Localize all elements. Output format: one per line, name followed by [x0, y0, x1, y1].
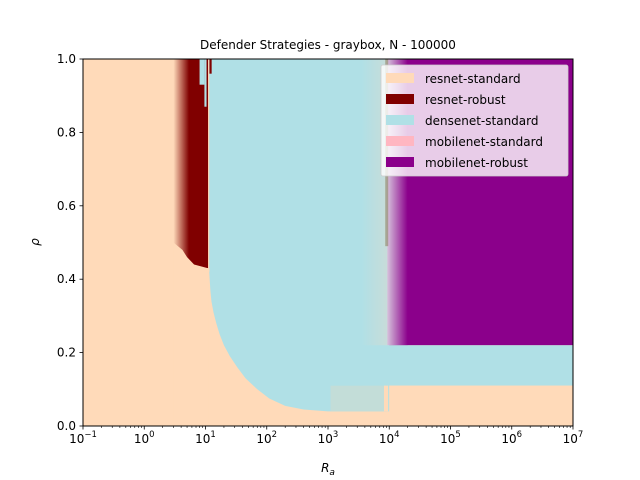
region-notch-4 [206, 268, 210, 272]
x-tick-label: 101 [195, 430, 216, 446]
legend-swatch [386, 136, 414, 146]
x-tick-label: 106 [501, 430, 522, 446]
region-notch-1 [199, 59, 205, 85]
x-tick-label: 102 [256, 430, 277, 446]
region-resnet-notch [383, 385, 389, 412]
region-densenet-notch [330, 385, 387, 412]
x-axis-label: Ra [321, 461, 335, 478]
y-axis: 0.0 0.2 0.4 0.6 0.8 1.0 [57, 52, 83, 433]
y-tick-label: 0.8 [57, 125, 76, 139]
region-resnet-robust [173, 59, 209, 269]
y-tick-label: 1.0 [57, 52, 76, 66]
region-notch-3 [209, 59, 212, 74]
region-densenet-strip [328, 345, 573, 386]
x-tick-label: 103 [318, 430, 339, 446]
legend-swatch [386, 73, 414, 83]
legend-label: resnet-robust [425, 93, 506, 107]
y-tick-label: 0.4 [57, 272, 76, 286]
legend-label: mobilenet-standard [425, 135, 543, 149]
x-tick-label: 100 [134, 430, 155, 446]
x-tick-label: 10−1 [69, 430, 97, 446]
legend-swatch [386, 115, 414, 125]
x-axis: 10−1 100 101 102 103 104 105 106 107 [69, 426, 583, 446]
legend-label: resnet-standard [425, 72, 521, 86]
x-tick-label: 104 [379, 430, 400, 446]
y-axis-label: ρ [28, 238, 42, 246]
y-tick-label: 0.6 [57, 199, 76, 213]
legend-label: mobilenet-robust [425, 156, 528, 170]
x-tick-label: 107 [563, 430, 584, 446]
legend-box [380, 64, 569, 177]
legend-swatch [386, 157, 414, 167]
legend-label: densenet-standard [425, 114, 539, 128]
region-notch-2 [204, 59, 207, 107]
y-tick-label: 0.0 [57, 419, 76, 433]
region-resnet-robust-underside [173, 242, 209, 426]
chart-title: Defender Strategies - graybox, N - 10000… [200, 38, 456, 52]
legend: resnet-standard resnet-robust densenet-sta… [380, 64, 569, 177]
region-densenet-standard [209, 59, 390, 412]
x-tick-label: 105 [440, 430, 461, 446]
y-tick-label: 0.2 [57, 346, 76, 360]
region-resnet-standard-bottom [389, 385, 573, 426]
legend-swatch [386, 94, 414, 104]
